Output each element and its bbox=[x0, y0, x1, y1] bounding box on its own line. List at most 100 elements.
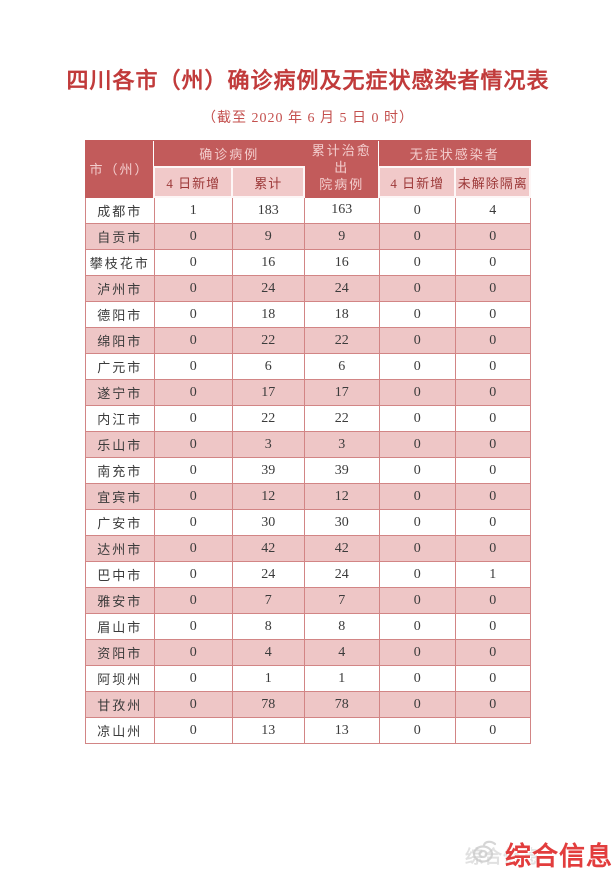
value-cell: 30 bbox=[303, 509, 380, 536]
table-row: 广安市 0 30 30 0 0 bbox=[84, 509, 531, 536]
value-cell: 0 bbox=[378, 379, 456, 406]
value-cell: 0 bbox=[378, 639, 456, 666]
weibo-watermark-icon bbox=[471, 840, 499, 869]
city-cell: 内江市 bbox=[84, 405, 155, 432]
city-cell: 自贡市 bbox=[84, 223, 155, 250]
value-cell: 0 bbox=[454, 249, 531, 276]
city-cell: 广元市 bbox=[84, 353, 155, 380]
value-cell: 0 bbox=[153, 301, 233, 328]
value-cell: 0 bbox=[378, 691, 456, 718]
table-row: 成都市 1 183 163 0 4 bbox=[84, 196, 531, 224]
city-cell: 南充市 bbox=[84, 457, 155, 484]
value-cell: 0 bbox=[153, 405, 233, 432]
value-cell: 0 bbox=[454, 717, 531, 744]
header-city: 市（州） bbox=[84, 140, 155, 198]
city-cell: 遂宁市 bbox=[84, 379, 155, 406]
value-cell: 42 bbox=[303, 535, 380, 562]
value-cell: 13 bbox=[303, 717, 380, 744]
header-asymptomatic-group: 无症状感染者 bbox=[378, 140, 531, 168]
value-cell: 0 bbox=[454, 483, 531, 510]
value-cell: 0 bbox=[454, 275, 531, 302]
table-row: 资阳市 0 4 4 0 0 bbox=[84, 639, 531, 666]
table-body: 成都市 1 183 163 0 4 自贡市 0 9 9 0 0 攀枝花市 0 16 16 0 0 泸州市 0 24 24 0… bbox=[84, 196, 531, 744]
watermark-label: 综合信息 bbox=[504, 841, 613, 871]
city-cell: 眉山市 bbox=[84, 613, 155, 640]
table-row: 广元市 0 6 6 0 0 bbox=[84, 353, 531, 380]
value-cell: 0 bbox=[378, 535, 456, 562]
table-row: 阿坝州 0 1 1 0 0 bbox=[84, 665, 531, 692]
value-cell: 0 bbox=[378, 327, 456, 354]
table-row: 攀枝花市 0 16 16 0 0 bbox=[84, 249, 531, 276]
value-cell: 1 bbox=[303, 665, 380, 692]
value-cell: 4 bbox=[231, 639, 305, 666]
table-row: 乐山市 0 3 3 0 0 bbox=[84, 431, 531, 458]
value-cell: 24 bbox=[231, 561, 305, 588]
value-cell: 0 bbox=[454, 509, 531, 536]
value-cell: 0 bbox=[378, 561, 456, 588]
value-cell: 0 bbox=[378, 587, 456, 614]
value-cell: 0 bbox=[153, 639, 233, 666]
value-cell: 6 bbox=[231, 353, 305, 380]
value-cell: 0 bbox=[454, 431, 531, 458]
city-cell: 宜宾市 bbox=[84, 483, 155, 510]
watermark: 综合信息 综合信息 bbox=[465, 836, 613, 873]
value-cell: 6 bbox=[303, 353, 380, 380]
value-cell: 0 bbox=[454, 405, 531, 432]
value-cell: 16 bbox=[303, 249, 380, 276]
header-confirmed-new: 4 日新增 bbox=[153, 166, 234, 198]
table-row: 绵阳市 0 22 22 0 0 bbox=[84, 327, 531, 354]
city-cell: 德阳市 bbox=[84, 301, 155, 328]
header-asymptomatic-quarantine: 未解除隔离 bbox=[454, 166, 532, 198]
value-cell: 0 bbox=[153, 717, 233, 744]
table-row: 巴中市 0 24 24 0 1 bbox=[84, 561, 531, 588]
value-cell: 39 bbox=[231, 457, 305, 484]
city-cell: 攀枝花市 bbox=[84, 249, 155, 276]
value-cell: 4 bbox=[303, 639, 380, 666]
value-cell: 17 bbox=[231, 379, 305, 406]
value-cell: 0 bbox=[153, 561, 233, 588]
value-cell: 0 bbox=[454, 301, 531, 328]
value-cell: 0 bbox=[153, 457, 233, 484]
value-cell: 42 bbox=[231, 535, 305, 562]
value-cell: 0 bbox=[454, 665, 531, 692]
header-row-sub: 4 日新增 累计 4 日新增 未解除隔离 bbox=[85, 166, 532, 198]
city-cell: 凉山州 bbox=[84, 717, 155, 744]
value-cell: 18 bbox=[303, 301, 380, 328]
table-row: 自贡市 0 9 9 0 0 bbox=[84, 223, 531, 250]
value-cell: 0 bbox=[378, 431, 456, 458]
value-cell: 0 bbox=[454, 223, 531, 250]
header-cured: 累计治愈出 院病例 bbox=[303, 140, 380, 198]
value-cell: 9 bbox=[231, 223, 305, 250]
value-cell: 0 bbox=[153, 483, 233, 510]
value-cell: 1 bbox=[454, 561, 531, 588]
value-cell: 0 bbox=[454, 613, 531, 640]
value-cell: 0 bbox=[153, 535, 233, 562]
value-cell: 1 bbox=[231, 665, 305, 692]
value-cell: 0 bbox=[153, 223, 233, 250]
value-cell: 24 bbox=[231, 275, 305, 302]
city-cell: 乐山市 bbox=[84, 431, 155, 458]
value-cell: 0 bbox=[378, 483, 456, 510]
value-cell: 183 bbox=[231, 196, 305, 224]
value-cell: 8 bbox=[303, 613, 380, 640]
value-cell: 18 bbox=[231, 301, 305, 328]
city-cell: 泸州市 bbox=[84, 275, 155, 302]
value-cell: 0 bbox=[378, 196, 456, 224]
value-cell: 39 bbox=[303, 457, 380, 484]
table-row: 雅安市 0 7 7 0 0 bbox=[84, 587, 531, 614]
value-cell: 17 bbox=[303, 379, 380, 406]
value-cell: 7 bbox=[231, 587, 305, 614]
header-row-groups: 市（州） 确诊病例 累计治愈出 院病例 无症状感染者 bbox=[84, 140, 531, 198]
table-row: 眉山市 0 8 8 0 0 bbox=[84, 613, 531, 640]
value-cell: 0 bbox=[454, 327, 531, 354]
value-cell: 0 bbox=[454, 353, 531, 380]
city-cell: 雅安市 bbox=[84, 587, 155, 614]
value-cell: 0 bbox=[454, 457, 531, 484]
city-cell: 巴中市 bbox=[84, 561, 155, 588]
value-cell: 0 bbox=[378, 457, 456, 484]
value-cell: 22 bbox=[303, 405, 380, 432]
value-cell: 0 bbox=[378, 301, 456, 328]
table-header: 市（州） 确诊病例 累计治愈出 院病例 无症状感染者 4 日新增 累计 4 日新… bbox=[84, 140, 532, 198]
page-title: 四川各市（州）确诊病例及无症状感染者情况表 bbox=[66, 68, 550, 93]
